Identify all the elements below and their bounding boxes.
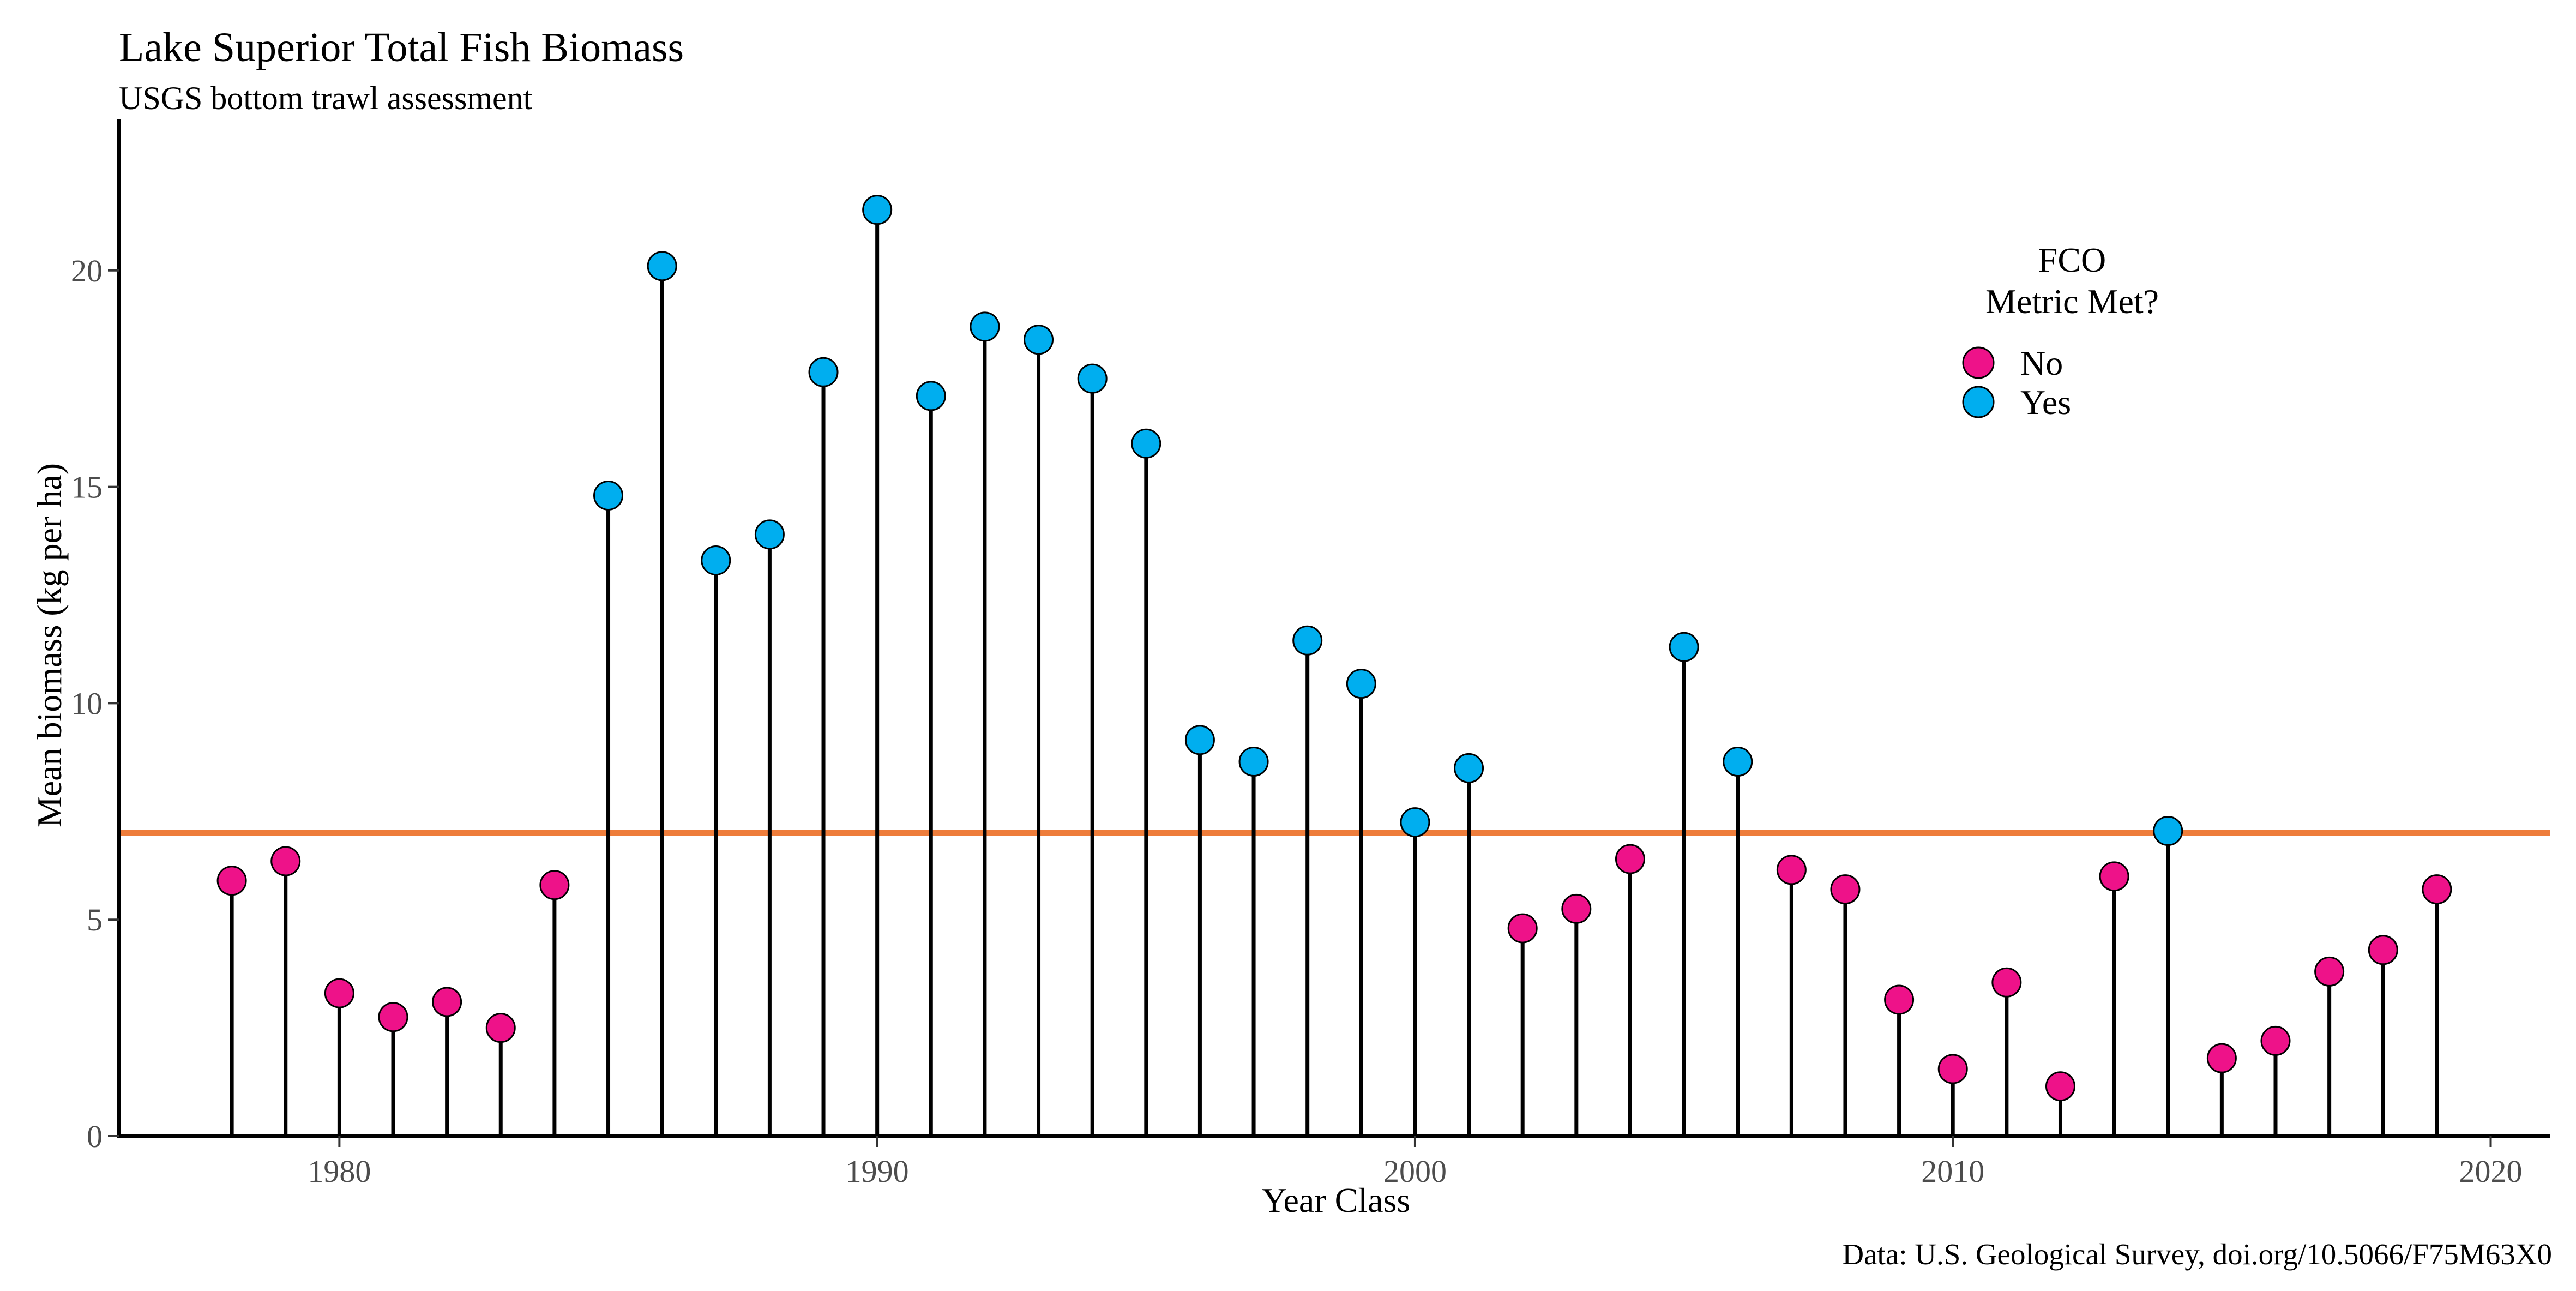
data-point-2015: [2206, 1043, 2237, 1073]
data-point-2013: [2099, 861, 2129, 892]
plot-area: 1980 1990 2000 2010 2020 0 5 10 15 20: [71, 119, 2550, 1189]
data-point-2006: [1723, 747, 1753, 777]
data-point-2004: [1615, 844, 1645, 874]
x-tick-label-2020: 2020: [2459, 1154, 2523, 1189]
x-axis-label: Year Class: [1262, 1181, 1411, 1220]
chart-title: Lake Superior Total Fish Biomass: [119, 25, 684, 70]
data-point-2002: [1507, 913, 1538, 944]
data-point-2003: [1561, 893, 1592, 924]
data-point-1991: [916, 381, 946, 411]
legend-key-no: [1962, 346, 1995, 379]
data-point-1982: [432, 987, 462, 1017]
data-point-2001: [1454, 753, 1484, 783]
y-tick-label-20: 20: [71, 253, 103, 289]
x-tick-label-2010: 2010: [1921, 1154, 1984, 1189]
data-point-1998: [1292, 625, 1323, 656]
legend-title-line-2: Metric Met?: [1985, 282, 2159, 321]
data-point-1988: [754, 519, 785, 550]
data-point-1992: [970, 311, 1000, 342]
data-point-2011: [1991, 967, 2022, 998]
data-point-1990: [862, 195, 893, 225]
data-point-1984: [539, 870, 570, 900]
y-tick-label-5: 5: [87, 902, 103, 938]
legend-title-line-1: FCO: [2038, 241, 2106, 279]
y-tick-label-10: 10: [71, 686, 103, 721]
data-point-1994: [1077, 363, 1108, 394]
chart-subtitle: USGS bottom trawl assessment: [119, 80, 533, 116]
data-point-1986: [647, 251, 677, 281]
data-point-1979: [270, 846, 301, 876]
data-point-2008: [1830, 874, 1861, 905]
data-point-1978: [216, 866, 247, 896]
data-point-1985: [593, 480, 624, 511]
y-axis-label: Mean biomass (kg per ha): [30, 463, 69, 827]
data-point-2009: [1884, 984, 1915, 1015]
x-tick-label-1990: 1990: [846, 1154, 909, 1189]
legend-label-no: No: [2020, 344, 2063, 382]
data-point-2012: [2045, 1071, 2075, 1102]
data-point-2005: [1669, 632, 1699, 662]
data-point-1996: [1184, 725, 1215, 755]
data-point-2000: [1400, 807, 1430, 838]
data-point-2017: [2314, 956, 2345, 987]
data-point-2014: [2153, 816, 2183, 846]
data-point-2007: [1776, 855, 1807, 885]
data-point-2019: [2422, 874, 2452, 905]
data-point-1989: [808, 357, 839, 387]
x-tick-label-2000: 2000: [1383, 1154, 1447, 1189]
y-tick-label-15: 15: [71, 470, 103, 505]
y-tick-label-0: 0: [87, 1119, 103, 1154]
data-point-1981: [378, 1002, 408, 1032]
x-tick-label-1980: 1980: [308, 1154, 371, 1189]
data-point-2018: [2368, 935, 2398, 965]
data-point-1995: [1131, 428, 1161, 459]
data-point-1999: [1346, 669, 1376, 699]
data-source-caption: Data: U.S. Geological Survey, doi.org/10…: [1842, 1238, 2552, 1271]
data-point-1983: [485, 1013, 516, 1043]
data-point-1997: [1238, 747, 1269, 777]
data-point-1993: [1024, 325, 1054, 355]
legend-key-yes: [1962, 386, 1995, 418]
data-point-1980: [324, 978, 354, 1008]
data-point-1987: [701, 545, 731, 575]
data-point-2010: [1937, 1054, 1968, 1084]
legend-label-yes: Yes: [2020, 383, 2071, 422]
data-point-2016: [2260, 1025, 2291, 1056]
